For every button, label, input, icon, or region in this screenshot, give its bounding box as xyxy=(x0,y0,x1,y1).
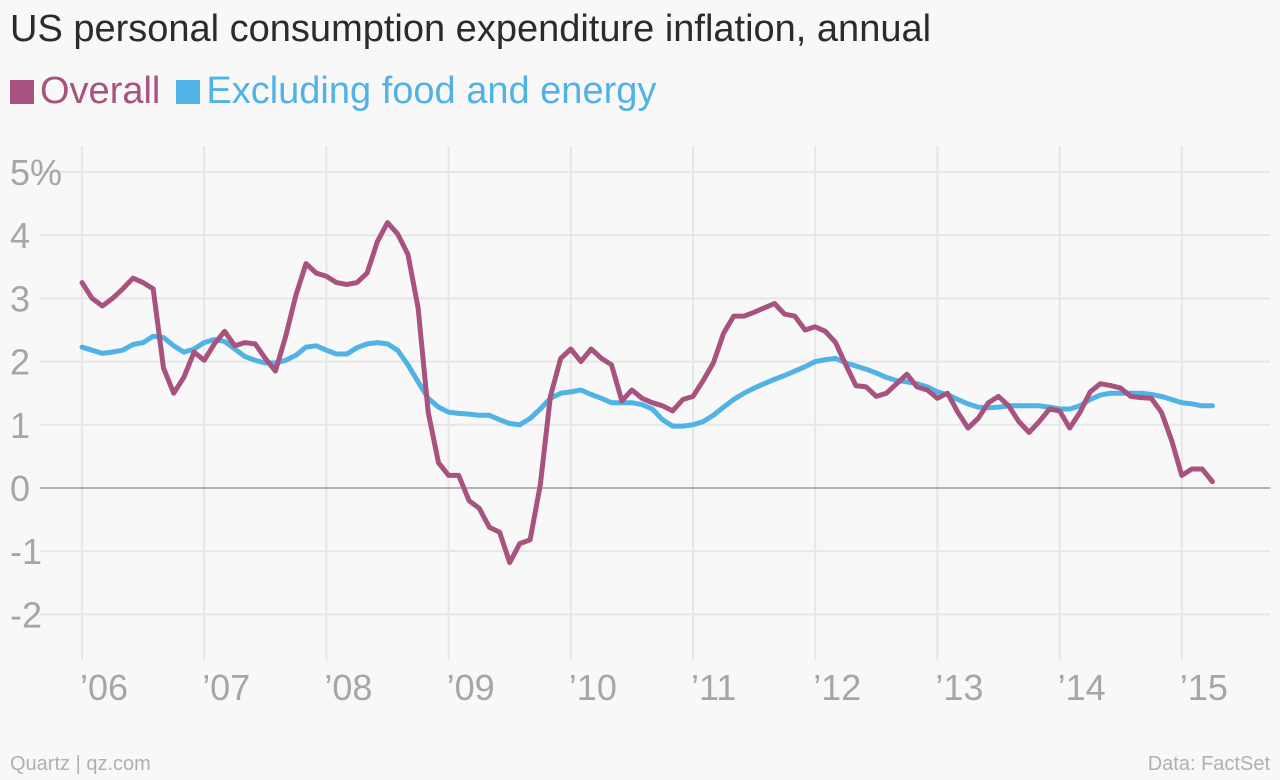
x-tick-label: ’10 xyxy=(569,667,617,708)
x-tick-label: ’06 xyxy=(80,667,128,708)
x-tick-label: ’14 xyxy=(1058,667,1106,708)
x-tick-label: ’13 xyxy=(935,667,983,708)
y-tick-label: 3 xyxy=(10,278,30,319)
y-tick-label: 1 xyxy=(10,405,30,446)
legend-swatch-core xyxy=(176,79,201,104)
legend-label-overall: Overall xyxy=(40,70,161,112)
y-tick-label: 5% xyxy=(10,152,62,193)
x-tick-label: ’08 xyxy=(324,667,372,708)
y-tick-label: 2 xyxy=(10,342,30,383)
axes: 5% 4 3 2 1 0 -1 -2 ’06 ’07 ’08 ’09 ’10 ’11 ’12 ’13 ’14 ’1… xyxy=(10,152,1228,708)
y-tick-label: -2 xyxy=(10,594,42,635)
legend-swatch-overall xyxy=(10,79,34,104)
data-source: Data: FactSet xyxy=(1147,753,1270,775)
series xyxy=(79,220,1215,566)
y-tick-label: -1 xyxy=(10,531,42,572)
series-line-overall xyxy=(79,220,1215,566)
y-tick-label: 4 xyxy=(10,215,30,256)
x-tick-label: ’12 xyxy=(813,667,861,708)
x-tick-label: ’09 xyxy=(447,667,495,708)
legend-label-core: Excluding food and energy xyxy=(206,70,657,112)
chart-title: US personal consumption expenditure infl… xyxy=(10,8,932,50)
x-tick-label: ’15 xyxy=(1180,667,1228,708)
legend-item-overall: Overall xyxy=(10,70,160,113)
legend-item-core: Excluding food and energy xyxy=(176,70,656,113)
series-line-core xyxy=(79,333,1215,429)
x-tick-label: ’07 xyxy=(202,667,250,708)
legend: Overall Excluding food and energy xyxy=(10,70,672,113)
y-tick-label: 0 xyxy=(10,468,30,509)
source-credit: Quartz | qz.com xyxy=(10,753,151,775)
x-tick-label: ’11 xyxy=(691,667,736,708)
